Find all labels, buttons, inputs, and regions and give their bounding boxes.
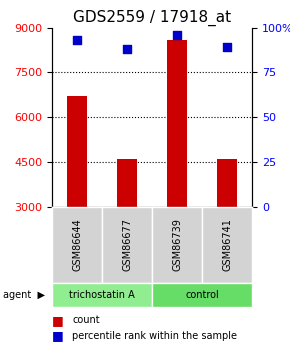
Text: control: control <box>185 290 219 300</box>
Bar <box>117 159 137 207</box>
Text: GSM86644: GSM86644 <box>72 219 82 271</box>
Bar <box>217 159 237 207</box>
Text: trichostatin A: trichostatin A <box>69 290 135 300</box>
Text: agent  ▶: agent ▶ <box>3 290 45 300</box>
Point <box>125 46 130 52</box>
Point <box>175 32 180 38</box>
Bar <box>167 40 187 207</box>
Text: GSM86741: GSM86741 <box>222 218 232 272</box>
Point <box>75 37 79 43</box>
Text: GSM86739: GSM86739 <box>172 218 182 272</box>
Text: count: count <box>72 315 100 325</box>
Text: percentile rank within the sample: percentile rank within the sample <box>72 331 238 341</box>
Text: GSM86677: GSM86677 <box>122 218 132 272</box>
Point <box>225 45 230 50</box>
Text: ■: ■ <box>52 314 64 327</box>
Title: GDS2559 / 17918_at: GDS2559 / 17918_at <box>73 10 231 26</box>
Text: ■: ■ <box>52 329 64 342</box>
Bar <box>67 96 87 207</box>
